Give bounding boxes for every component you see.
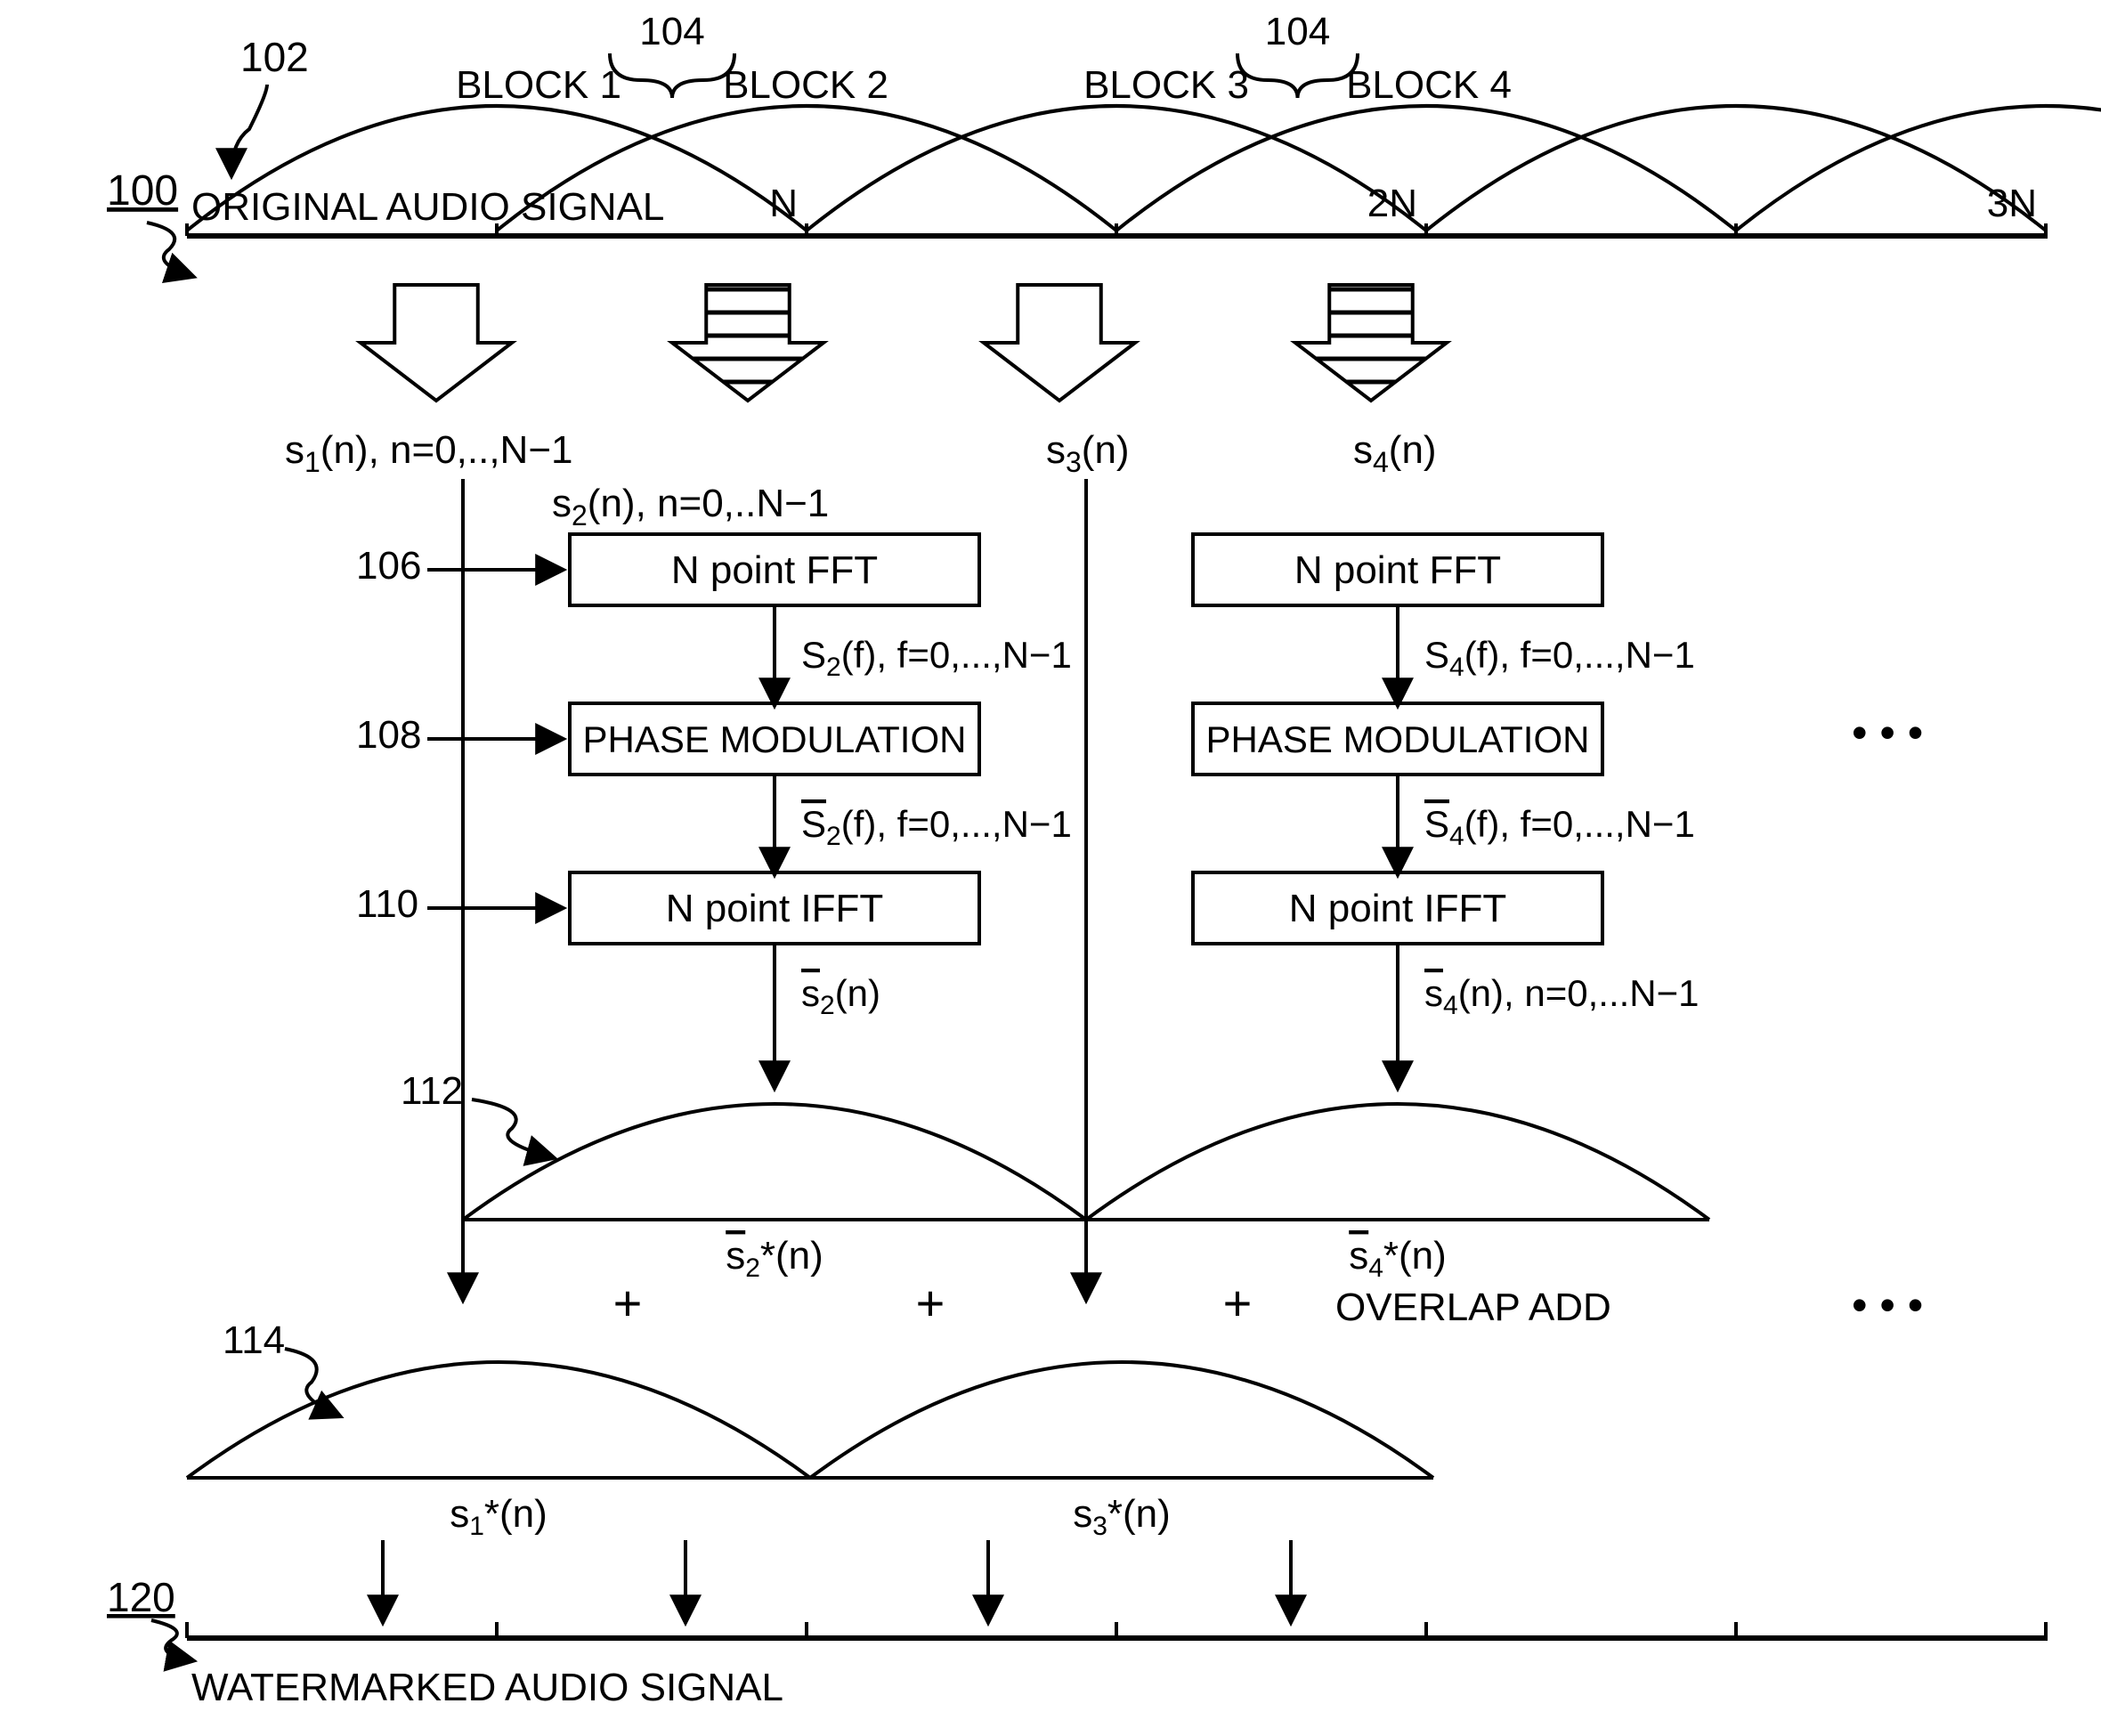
fft-label: N point FFT — [671, 548, 878, 592]
ref-102: 102 — [240, 34, 309, 80]
s1star: s1*(n) — [450, 1492, 548, 1541]
s2star: s2*(n) — [726, 1234, 823, 1283]
watermarked-label: WATERMARKED AUDIO SIGNAL — [191, 1666, 783, 1709]
ref-112: 112 — [401, 1069, 463, 1113]
arrow-down-hatched — [672, 285, 823, 401]
arrow-down-outline — [984, 285, 1135, 401]
block-label: BLOCK 1 — [456, 63, 621, 107]
diagram-root: 100N2N3NORIGINAL AUDIO SIGNAL102BLOCK 1B… — [0, 0, 2101, 1736]
ellipsis: • • • — [1852, 1280, 1923, 1330]
block-label: BLOCK 4 — [1346, 63, 1512, 107]
S4barf: S4(f), f=0,...,N−1 — [1424, 803, 1695, 851]
ref-120: 120 — [107, 1574, 175, 1620]
pm-label: PHASE MODULATION — [1206, 718, 1590, 760]
ref-114: 114 — [223, 1318, 285, 1362]
ref-104: 104 — [639, 10, 704, 53]
s3star: s3*(n) — [1073, 1492, 1171, 1541]
S4f: S4(f), f=0,...,N−1 — [1424, 634, 1695, 682]
s1-label: s1(n), n=0,..,N−1 — [285, 428, 573, 478]
overlap-add-label: OVERLAP ADD — [1335, 1286, 1611, 1329]
s4star: s4*(n) — [1349, 1234, 1447, 1283]
ref-108: 108 — [356, 713, 421, 757]
ref-104: 104 — [1265, 10, 1330, 53]
S2f: S2(f), f=0,...,N−1 — [801, 634, 1072, 682]
s4-label: s4(n) — [1353, 428, 1437, 478]
block-label: BLOCK 3 — [1083, 63, 1249, 107]
block-label: BLOCK 2 — [723, 63, 888, 107]
pm-label: PHASE MODULATION — [583, 718, 967, 760]
ref-110: 110 — [356, 882, 418, 926]
arrow-down-outline — [361, 285, 512, 401]
s3-label: s3(n) — [1046, 428, 1130, 478]
s2barn: s2(n) — [801, 972, 880, 1020]
ref-100: 100 — [107, 167, 178, 215]
arrow-down-hatched — [1295, 285, 1447, 401]
ifft-label: N point IFFT — [1289, 887, 1507, 930]
plus: + — [916, 1275, 945, 1331]
ellipsis: • • • — [1852, 708, 1923, 758]
ifft-label: N point IFFT — [666, 887, 884, 930]
plus: + — [613, 1275, 643, 1331]
original-audio-label: ORIGINAL AUDIO SIGNAL — [191, 185, 664, 229]
S2barf: S2(f), f=0,...,N−1 — [801, 803, 1072, 851]
plus: + — [1223, 1275, 1253, 1331]
s4barn: s4(n), n=0,...N−1 — [1424, 972, 1699, 1020]
s2-label: s2(n), n=0,..N−1 — [552, 482, 829, 531]
fft-label: N point FFT — [1294, 548, 1501, 592]
ref-106: 106 — [356, 544, 421, 588]
